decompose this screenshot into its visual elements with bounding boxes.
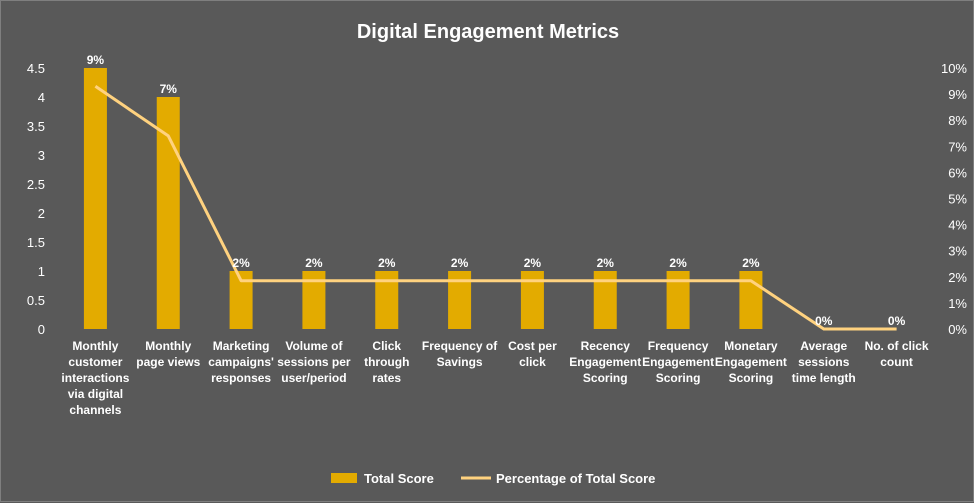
left-axis-tick-label: 4.5: [27, 61, 45, 76]
left-axis-tick-label: 2: [38, 206, 45, 221]
left-axis: 0 0.5 1 1.5 2 2.5 3 3.5 4 4.5: [27, 61, 45, 337]
bar-data-label: 7%: [160, 82, 178, 96]
bar-total-score: [666, 271, 690, 329]
category-label: Monetary Engagement Scoring: [715, 339, 787, 385]
category-label: Monthly page views: [136, 339, 200, 369]
legend-label-percentage: Percentage of Total Score: [496, 471, 655, 486]
legend-label-total-score: Total Score: [364, 471, 434, 486]
bar-data-label: 2%: [378, 256, 396, 270]
category-label: Frequency of Savings: [422, 339, 498, 369]
bar-data-label: 2%: [669, 256, 687, 270]
category-label: Click through rates: [364, 339, 409, 385]
category-label: No. of click count: [865, 339, 929, 369]
category-label: Monthly customer interactions via digital ch…: [61, 339, 129, 417]
legend: Total Score Percentage of Total Score: [331, 471, 655, 486]
bar-total-score: [448, 271, 472, 329]
bar-data-label: 9%: [87, 53, 105, 67]
right-axis-tick-label: 8%: [948, 113, 967, 128]
bar-data-label: 2%: [232, 256, 250, 270]
category-label: Cost per click: [508, 339, 557, 369]
left-axis-tick-label: 2.5: [27, 177, 45, 192]
bar-total-score: [593, 271, 617, 329]
right-axis-tick-label: 10%: [941, 61, 967, 76]
left-axis-tick-label: 3: [38, 148, 45, 163]
line-series-percentage: [94, 85, 897, 331]
percentage-line: [94, 85, 897, 331]
left-axis-tick-label: 1.5: [27, 235, 45, 250]
right-axis-tick-label: 5%: [948, 192, 967, 207]
right-axis-tick-label: 9%: [948, 87, 967, 102]
bar-data-label: 2%: [524, 256, 542, 270]
left-axis-tick-label: 0.5: [27, 293, 45, 308]
right-axis-tick-label: 0%: [948, 322, 967, 337]
right-axis-tick-label: 4%: [948, 218, 967, 233]
bar-series-total-score: [83, 68, 763, 329]
left-axis-tick-label: 0: [38, 322, 45, 337]
left-axis-tick-label: 4: [38, 90, 45, 105]
bar-data-label: 0%: [888, 314, 906, 328]
right-axis: 0% 1% 2% 3% 4% 5% 6% 7% 8% 9% 10%: [941, 61, 967, 337]
bar-total-score: [229, 271, 253, 329]
right-axis-tick-label: 1%: [948, 296, 967, 311]
category-label: Average sessions time length: [792, 339, 856, 385]
category-label: Volume of sessions per user/period: [277, 339, 351, 385]
left-axis-tick-label: 3.5: [27, 119, 45, 134]
chart-title: Digital Engagement Metrics: [357, 21, 619, 43]
category-label: Recency Engagement Scoring: [569, 339, 641, 385]
bar-total-score: [156, 97, 180, 329]
bar-data-label: 0%: [815, 314, 833, 328]
bar-total-score: [375, 271, 399, 329]
category-axis-labels: Monthly customer interactions via digital ch…: [61, 339, 929, 417]
category-label: Frequency Engagement Scoring: [642, 339, 714, 385]
bar-data-label: 2%: [451, 256, 469, 270]
right-axis-tick-label: 3%: [948, 244, 967, 259]
legend-swatch-total-score: [331, 473, 357, 483]
right-axis-tick-label: 6%: [948, 165, 967, 180]
bar-data-label: 2%: [597, 256, 615, 270]
bar-data-label: 2%: [742, 256, 760, 270]
bar-data-label: 2%: [305, 256, 323, 270]
left-axis-tick-label: 1: [38, 264, 45, 279]
bar-total-score: [520, 271, 544, 329]
right-axis-tick-label: 7%: [948, 139, 967, 154]
bar-data-labels: 9% 7% 2% 2% 2% 2% 2% 2% 2% 2% 0% 0%: [87, 53, 906, 328]
category-label: Marketing campaigns' responses: [208, 339, 274, 385]
bar-total-score: [302, 271, 326, 329]
right-axis-tick-label: 2%: [948, 270, 967, 285]
bar-total-score: [83, 68, 107, 329]
